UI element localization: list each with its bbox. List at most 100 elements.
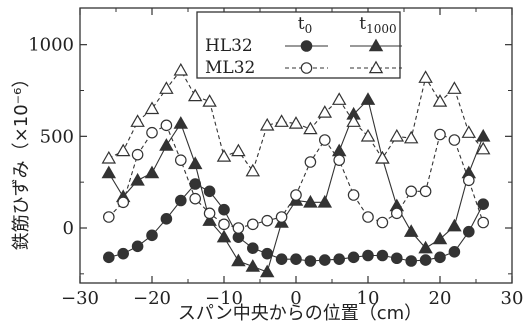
- series-lines: [101, 62, 491, 278]
- series-point: [376, 216, 389, 229]
- series-point: [360, 92, 376, 105]
- series-point: [403, 130, 419, 144]
- series-point: [103, 211, 115, 223]
- series-point: [434, 128, 446, 141]
- series-point: [160, 213, 173, 225]
- series-point: [218, 218, 230, 231]
- legend-box: [196, 11, 401, 79]
- series-point: [275, 211, 288, 223]
- series-point: [434, 251, 446, 264]
- series-point: [160, 119, 173, 132]
- series-point: [405, 255, 417, 267]
- series-point: [477, 198, 489, 210]
- series-point: [477, 216, 489, 229]
- x-tick-label: −30: [61, 288, 99, 309]
- series-point: [203, 185, 216, 198]
- series-point: [115, 143, 131, 157]
- y-tick-label: 1000: [28, 35, 74, 56]
- series-point: [144, 101, 160, 115]
- series-point: [130, 114, 145, 127]
- series-point: [432, 94, 448, 107]
- series-point: [461, 125, 477, 138]
- series-point: [347, 189, 360, 201]
- series-line: [108, 69, 484, 173]
- series-point: [218, 203, 230, 216]
- series-point: [418, 240, 433, 254]
- series-point: [347, 251, 360, 264]
- series-point: [288, 116, 304, 129]
- series-point: [331, 92, 347, 105]
- series-point: [362, 249, 374, 262]
- y-axis-label: 鉄筋ひずみ（×10⁻⁶）: [11, 70, 32, 251]
- series-point: [318, 254, 331, 266]
- legend-sample-ml32-t0-marker: [300, 62, 313, 74]
- series-point: [448, 246, 461, 258]
- series-point: [448, 134, 461, 146]
- x-tick-label: 0: [290, 288, 301, 309]
- legend-sample-hl32-t1000-marker: [368, 38, 384, 52]
- x-tick-label: −20: [133, 288, 171, 309]
- series-point: [362, 211, 374, 223]
- legend-header-t0: t0: [298, 14, 312, 36]
- series-point: [202, 213, 217, 226]
- series-point: [245, 259, 261, 272]
- series-point: [346, 114, 361, 127]
- series-point: [317, 105, 333, 118]
- x-axis-label: スパン中央からの位置（cm）: [178, 303, 422, 324]
- series-point: [376, 249, 389, 262]
- series-point: [175, 194, 187, 207]
- series-point: [432, 231, 448, 245]
- y-tick-label: 500: [40, 126, 74, 147]
- series-point: [375, 150, 390, 164]
- series-point: [216, 229, 232, 243]
- series-point: [290, 189, 302, 201]
- series-point: [247, 242, 259, 254]
- y-tick-label: 0: [63, 218, 74, 239]
- legend: t0 t1000 HL32 ML32: [196, 11, 402, 79]
- series-point: [173, 116, 189, 129]
- series-point: [117, 196, 129, 209]
- series-point: [447, 81, 462, 94]
- series-point: [304, 255, 317, 267]
- series-point: [389, 128, 405, 142]
- series-point: [231, 143, 246, 157]
- series-point: [232, 222, 245, 234]
- x-tick-label: 10: [357, 288, 380, 309]
- series-point: [144, 165, 160, 179]
- series-2: [103, 119, 489, 234]
- series-point: [159, 81, 174, 94]
- series-point: [303, 194, 318, 208]
- series-point: [403, 224, 419, 237]
- series-point: [419, 185, 432, 198]
- series-3: [101, 62, 491, 177]
- series-point: [259, 117, 275, 131]
- series-point: [390, 252, 403, 265]
- series-point: [103, 251, 115, 264]
- series-point: [117, 247, 129, 260]
- series-point: [261, 247, 273, 260]
- legend-header-t1000: t1000: [359, 14, 396, 36]
- series-point: [245, 163, 261, 177]
- series-point: [304, 156, 317, 168]
- series-point: [259, 264, 275, 278]
- series-point: [187, 156, 203, 170]
- series-point: [475, 128, 491, 142]
- series-point: [303, 121, 318, 135]
- series-point: [419, 254, 432, 266]
- series-point: [216, 149, 232, 162]
- series-point: [175, 154, 187, 166]
- series-point: [202, 94, 217, 107]
- series-point: [275, 253, 288, 265]
- series-point: [462, 225, 475, 238]
- series-point: [274, 114, 289, 127]
- series-point: [203, 207, 216, 220]
- series-point: [360, 128, 376, 142]
- series-point: [475, 141, 491, 155]
- series-point: [131, 148, 144, 161]
- series-point: [462, 174, 475, 187]
- series-point: [189, 192, 201, 205]
- series-point: [318, 134, 331, 146]
- series-point: [146, 126, 158, 139]
- series-point: [101, 165, 117, 179]
